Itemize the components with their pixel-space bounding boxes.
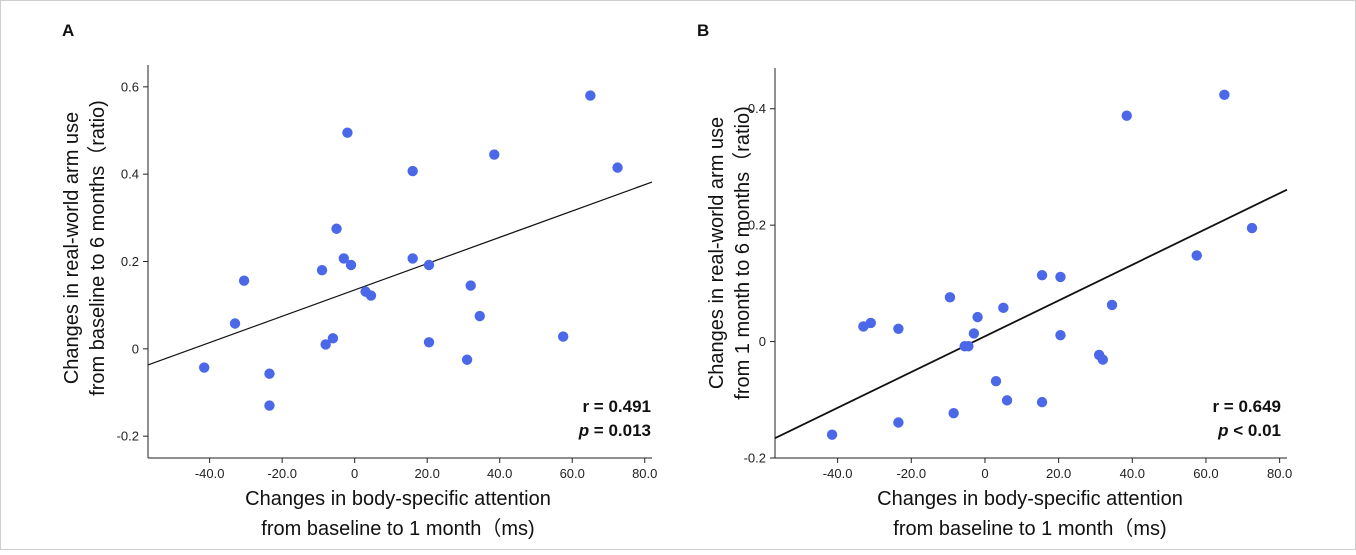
data-point [407,253,418,264]
data-point [1055,329,1066,341]
y-tick-label: 0.2 [121,254,139,269]
data-point [1001,395,1013,406]
data-point [585,90,596,101]
data-point [331,223,342,234]
data-point [264,368,275,379]
y-axis-title-line-1: Changes in real-world arm use [706,117,728,389]
data-point [465,280,476,291]
data-point [238,275,250,286]
data-point [229,318,241,329]
data-point [1191,250,1202,261]
y-tick-label: -0.2 [117,429,139,444]
p-value: < 0.01 [1229,421,1281,440]
data-point [826,429,838,440]
data-point [1106,299,1118,311]
data-point [407,165,418,177]
y-axis-title-line-2: from 1 month to 6 months（ratio) [731,106,754,399]
x-tick-label: 20.0 [1046,466,1071,481]
data-point [1036,396,1048,408]
data-point [1219,89,1230,100]
x-tick-label: 0 [351,466,358,481]
panel-label: A [62,21,74,40]
x-axis-title: Changes in body-specific attention from … [877,488,1183,540]
x-tick-label: 0 [981,466,988,481]
x-tick-label: 20.0 [415,466,440,481]
x-tick-label: 40.0 [487,466,512,481]
p-value: = 0.013 [589,421,651,440]
x-tick-label: 40.0 [1120,466,1145,481]
p-label: p [1217,421,1228,440]
data-point [612,162,623,173]
x-axis-title-line-1: Changes in body-specific attention [245,488,551,510]
data-point [489,149,500,160]
x-tick-label: -40.0 [823,466,853,481]
p-stat: p < 0.01 [1217,421,1281,440]
data-point [968,328,980,339]
data-point [557,331,569,342]
y-tick-label: 0 [132,341,139,356]
x-tick-label: 80.0 [632,466,657,481]
data-point [948,407,959,419]
data-point [1055,271,1066,283]
data-point [423,337,435,348]
data-point [316,265,328,276]
data-point [972,311,983,323]
data-point [1097,354,1109,365]
y-axis-title-line-2: from baseline to 6 months（ratio) [86,100,109,396]
panel-b: B Changes in real-world arm use from 1 m… [697,21,1292,540]
data-point [963,341,974,352]
y-tick-label: 0.6 [121,79,139,94]
x-tick-label: 60.0 [560,466,585,481]
x-tick-label: 80.0 [1267,466,1292,481]
x-tick-label: 60.0 [1193,466,1218,481]
y-tick-label: -0.2 [744,451,766,466]
data-point [1036,270,1048,281]
x-axis-title-line-1: Changes in body-specific attention [877,488,1183,510]
y-axis-title-line-1: Changes in real-world arm use [61,112,83,384]
regression-line [147,181,653,366]
data-point [199,362,210,373]
panel-label: B [697,21,709,40]
y-axis-title: Changes in real-world arm use from basel… [61,100,109,396]
data-point [990,375,1002,387]
data-point [338,253,349,264]
data-point [461,354,473,365]
data-point [998,302,1009,314]
x-tick-label: -20.0 [896,466,926,481]
x-tick-label: -20.0 [267,466,297,481]
r-stat: r = 0.491 [582,397,651,416]
x-axis-title-line-2: from baseline to 1 month（ms) [893,517,1166,540]
data-point [320,339,331,350]
x-axis-title-line-2: from baseline to 1 month（ms) [261,517,534,540]
data-point [327,333,339,344]
data-point [1121,110,1132,121]
y-axis-title: Changes in real-world arm use from 1 mon… [706,106,754,399]
data-point [423,259,435,271]
y-tick-label: 0.2 [748,218,766,233]
y-tick-label: 0.4 [748,101,766,116]
data-point [342,127,353,138]
data-point [893,417,904,428]
data-point [1246,222,1258,234]
y-tick-label: 0.4 [121,167,139,182]
data-point [893,323,904,334]
p-stat: p = 0.013 [578,421,651,440]
y-tick-label: 0 [759,334,766,349]
data-point [365,290,377,301]
data-point [865,317,876,329]
p-label: p [578,421,589,440]
data-point [345,259,357,271]
data-point [264,400,275,411]
x-axis-title: Changes in body-specific attention from … [245,488,551,540]
panel-a: A Changes in real-world arm use from bas… [61,21,657,540]
data-point [944,292,956,303]
data-point [474,310,485,322]
regression-line [774,188,1288,440]
x-tick-label: -40.0 [195,466,225,481]
r-stat: r = 0.649 [1212,397,1281,416]
